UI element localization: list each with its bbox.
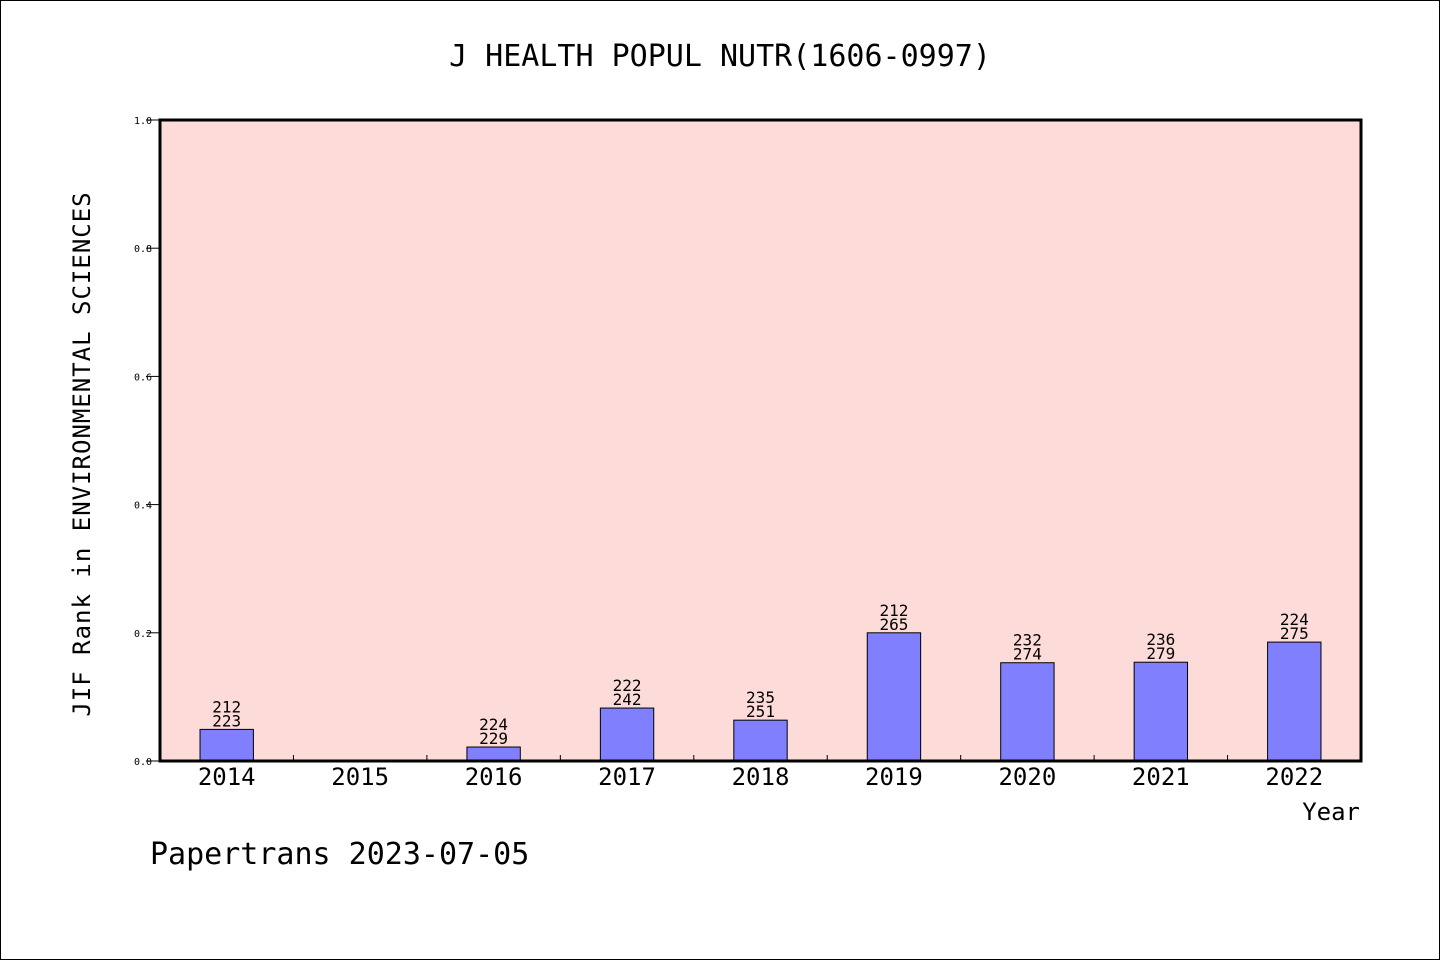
x-tick-label: 2018 <box>732 763 790 791</box>
bar-2016 <box>466 746 521 762</box>
bar-2019 <box>866 632 922 762</box>
bar-label-rank: 232 <box>1013 631 1042 650</box>
bar-label-rank: 212 <box>879 601 908 620</box>
bar-label-rank: 224 <box>1280 610 1309 629</box>
bar-label-rank: 222 <box>613 676 642 695</box>
y-tick-label: 0.0 <box>134 757 152 768</box>
y-tick-label: 0.2 <box>134 629 152 640</box>
bar-label-total: 275 <box>1280 624 1309 643</box>
plot-border <box>158 118 1363 763</box>
y-tick-label: 1.0 <box>134 116 152 127</box>
footer-watermark: Papertrans 2023-07-05 <box>150 837 529 872</box>
x-axis: 2014 2015 2016 2017 2018 2019 2020 2021 2022 <box>198 755 1323 791</box>
y-axis-label: JIF Rank in ENVIRONMENTAL SCIENCES <box>68 191 96 716</box>
bar-label-total: 279 <box>1146 644 1175 663</box>
x-tick-label: 2015 <box>331 763 389 791</box>
bar-label-total: 265 <box>879 615 908 634</box>
x-tick-label: 2020 <box>998 763 1056 791</box>
x-tick-label: 2016 <box>465 763 523 791</box>
y-axis: 0.0 0.2 0.4 0.6 0.8 1.0 <box>134 116 160 768</box>
bar-label-rank: 224 <box>479 715 508 734</box>
bar-label-total: 229 <box>479 729 508 748</box>
y-tick-label: 0.4 <box>134 501 152 512</box>
y-tick-label: 0.6 <box>134 372 152 383</box>
bar-label-rank: 235 <box>746 688 775 707</box>
bar-label-total: 223 <box>212 711 241 730</box>
bar-label-rank: 212 <box>212 697 241 716</box>
bar-2017 <box>599 707 655 762</box>
bar-label-total: 251 <box>746 702 775 721</box>
bar-2018 <box>733 719 788 762</box>
plot-area <box>158 118 1363 763</box>
bar-label-total: 274 <box>1013 645 1042 664</box>
chart-title: J HEALTH POPUL NUTR(1606-0997) <box>449 39 991 74</box>
x-tick-label: 2014 <box>198 763 256 791</box>
x-tick-label: 2021 <box>1132 763 1190 791</box>
bar-2014 <box>199 728 254 762</box>
bar-2020 <box>1000 662 1055 762</box>
x-tick-label: 2019 <box>865 763 923 791</box>
bar-2022 <box>1267 641 1322 762</box>
bar-label-total: 242 <box>613 690 642 709</box>
bar-2021 <box>1133 661 1189 762</box>
bars <box>199 632 1322 762</box>
x-axis-label: Year <box>1302 798 1360 826</box>
x-tick-label: 2022 <box>1265 763 1323 791</box>
bar-label-rank: 236 <box>1146 630 1175 649</box>
bar-labels: 2232122292242422222512352652122742322792… <box>212 601 1308 748</box>
y-tick-label: 0.8 <box>134 244 152 255</box>
x-tick-label: 2017 <box>598 763 656 791</box>
